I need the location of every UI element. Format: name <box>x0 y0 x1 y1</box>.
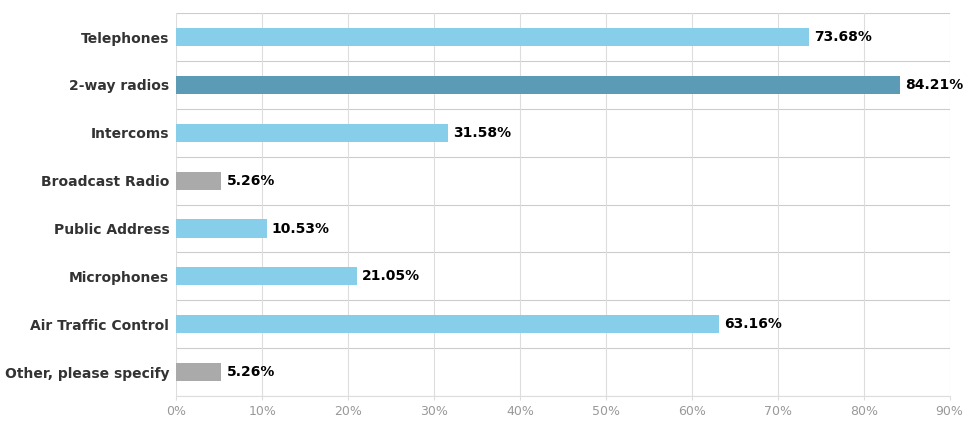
Bar <box>176 363 221 381</box>
Bar <box>176 28 809 46</box>
Text: 5.26%: 5.26% <box>226 365 275 379</box>
Text: 10.53%: 10.53% <box>272 221 330 235</box>
Bar <box>176 76 899 94</box>
Bar <box>176 267 357 286</box>
Bar <box>176 172 221 190</box>
Text: 63.16%: 63.16% <box>724 317 781 331</box>
Text: 5.26%: 5.26% <box>226 174 275 188</box>
Text: 21.05%: 21.05% <box>362 269 420 283</box>
Text: 31.58%: 31.58% <box>452 126 511 140</box>
Text: 73.68%: 73.68% <box>814 30 871 44</box>
Bar <box>176 124 447 142</box>
Bar <box>176 220 266 238</box>
Bar <box>176 315 718 334</box>
Text: 84.21%: 84.21% <box>904 78 962 92</box>
